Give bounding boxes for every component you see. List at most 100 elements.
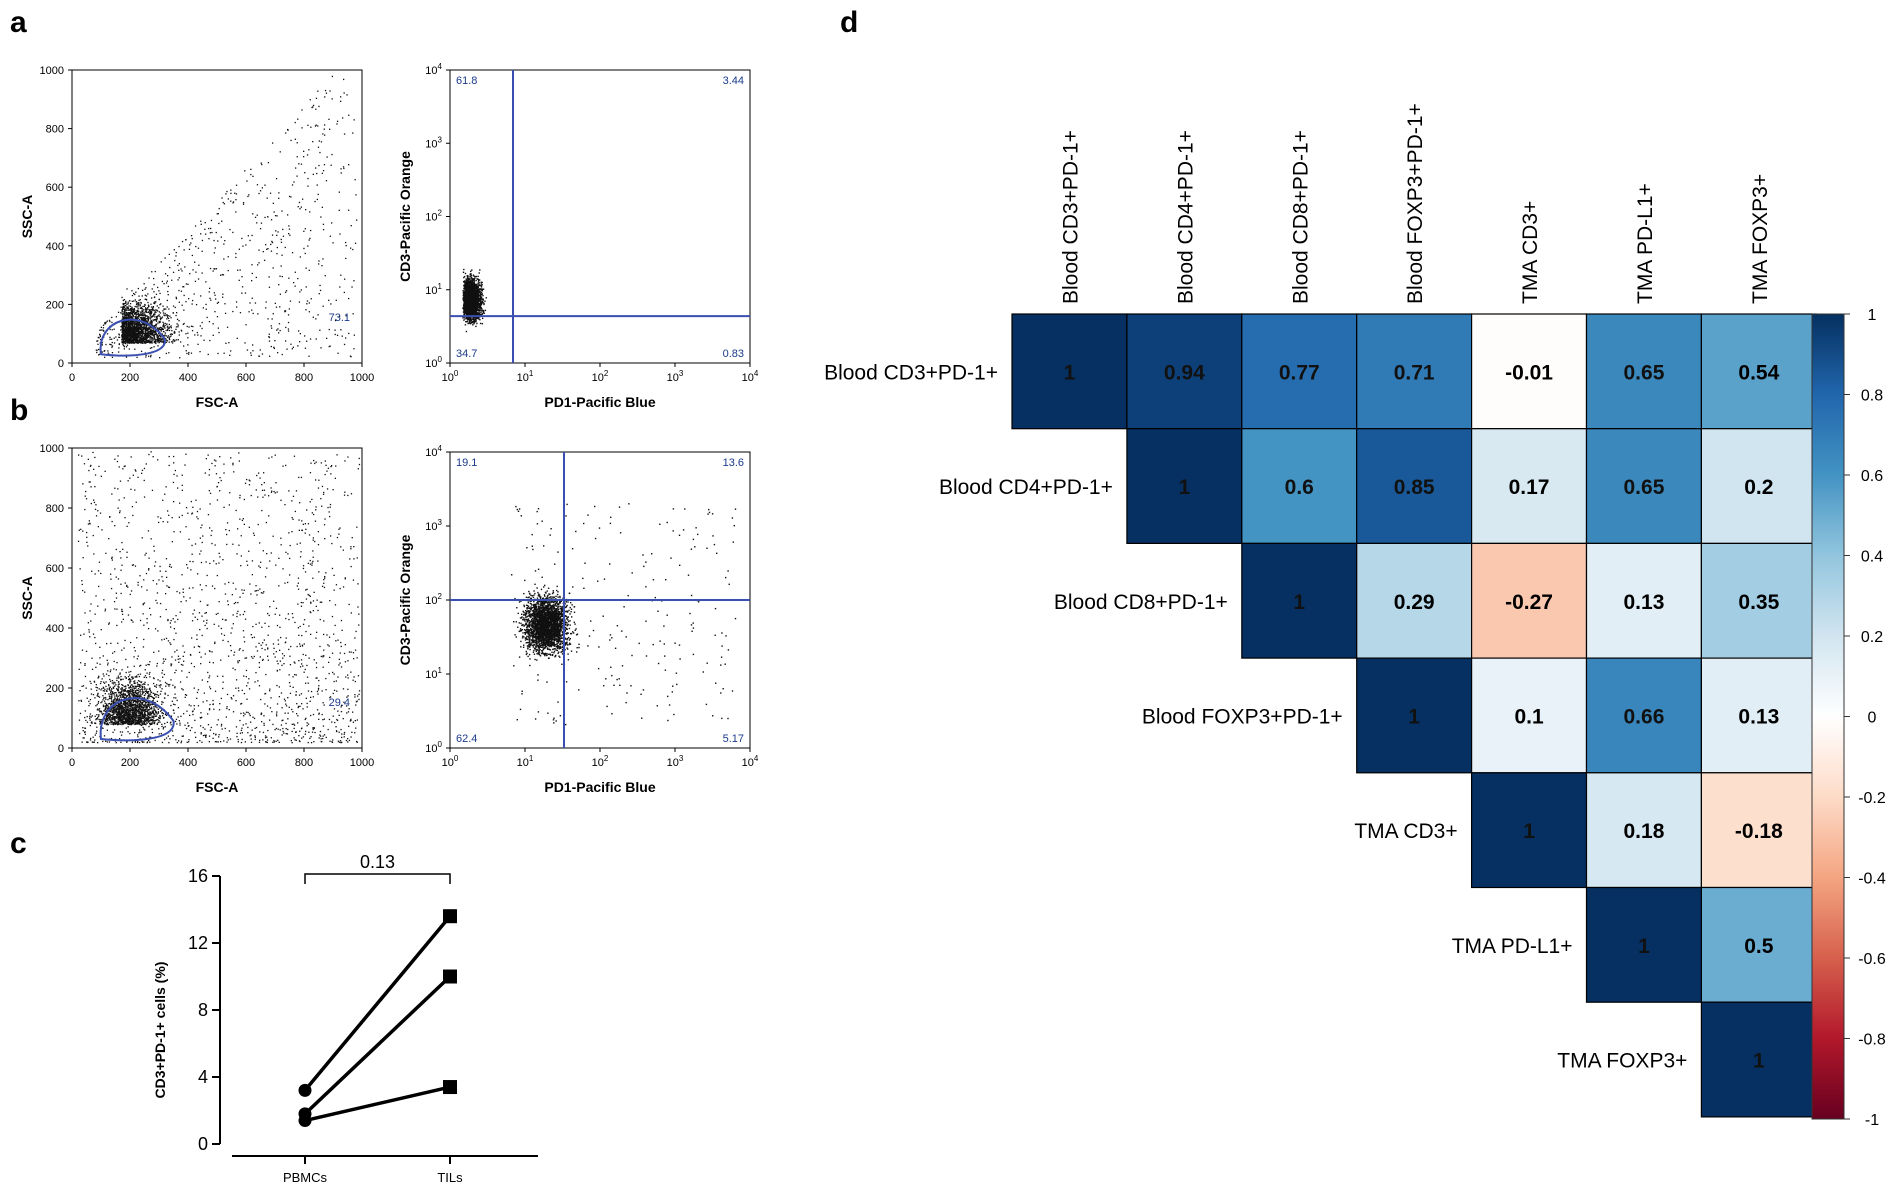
- event-dot: [254, 216, 257, 218]
- event-dot: [224, 303, 226, 305]
- event-dot: [155, 331, 157, 333]
- event-dot: [121, 713, 123, 715]
- event-dot: [152, 309, 154, 311]
- event-dot: [146, 324, 149, 326]
- event-dot: [168, 327, 170, 329]
- event-dot: [467, 318, 469, 320]
- event-dot: [178, 740, 180, 742]
- event-dot: [133, 310, 135, 312]
- event-dot: [155, 320, 158, 322]
- event-dot: [155, 323, 157, 325]
- event-dot: [131, 341, 133, 344]
- event-dot: [144, 319, 146, 321]
- event-dot: [474, 309, 476, 311]
- event-dot: [101, 351, 103, 353]
- event-dot: [150, 331, 153, 333]
- event-dot: [126, 339, 128, 341]
- event-dot: [124, 310, 126, 312]
- event-dot: [479, 294, 481, 296]
- event-dot: [156, 336, 158, 339]
- event-dot: [300, 289, 302, 291]
- event-dot: [478, 279, 481, 281]
- event-dot: [478, 272, 480, 274]
- event-dot: [135, 314, 137, 316]
- event-dot: [286, 348, 288, 350]
- event-dot: [188, 326, 190, 328]
- event-dot: [149, 330, 152, 332]
- event-dot: [276, 329, 278, 331]
- event-dot: [132, 337, 134, 339]
- event-dot: [149, 347, 152, 349]
- event-dot: [256, 650, 259, 652]
- event-dot: [111, 316, 113, 319]
- event-dot: [336, 123, 338, 125]
- event-dot: [318, 263, 320, 265]
- event-dot: [143, 309, 145, 311]
- event-dot: [145, 326, 147, 328]
- event-dot: [465, 300, 468, 302]
- event-dot: [160, 303, 162, 305]
- event-dot: [279, 293, 281, 295]
- event-dot: [135, 317, 137, 319]
- event-dot: [345, 241, 347, 244]
- event-dot: [178, 269, 180, 271]
- event-dot: [177, 339, 179, 341]
- event-dot: [351, 286, 353, 288]
- event-dot: [210, 219, 213, 222]
- event-dot: [466, 276, 469, 278]
- event-dot: [290, 196, 292, 198]
- event-dot: [235, 252, 237, 255]
- event-dot: [165, 335, 168, 337]
- event-dot: [104, 322, 106, 324]
- event-dot: [140, 338, 142, 340]
- event-dot: [465, 317, 468, 319]
- event-dot: [135, 301, 138, 303]
- event-dot: [134, 348, 136, 350]
- event-dot: [138, 295, 140, 297]
- event-dot: [166, 314, 168, 316]
- event-dot: [144, 317, 146, 319]
- quadrant-upper-right-pct: 3.44: [723, 75, 744, 87]
- event-dot: [324, 275, 326, 277]
- event-dot: [310, 229, 312, 232]
- event-dot: [471, 295, 473, 297]
- event-dot: [139, 299, 141, 301]
- event-dot: [158, 338, 160, 340]
- event-dot: [172, 339, 175, 341]
- event-dot: [470, 302, 472, 304]
- event-dot: [121, 335, 123, 338]
- event-dot: [132, 309, 134, 311]
- event-dot: [136, 318, 138, 320]
- event-dot: [136, 325, 138, 327]
- event-dot: [140, 313, 142, 315]
- event-dot: [136, 303, 138, 306]
- event-dot: [153, 302, 155, 304]
- event-dot: [290, 343, 292, 345]
- event-dot: [122, 330, 124, 332]
- event-dot: [468, 292, 470, 295]
- event-dot: [305, 309, 307, 311]
- event-dot: [127, 301, 129, 303]
- event-dot: [465, 298, 468, 300]
- event-dot: [180, 268, 182, 270]
- event-dot: [476, 295, 478, 297]
- event-dot: [141, 323, 144, 325]
- event-dot: [135, 312, 137, 315]
- event-dot: [139, 337, 141, 339]
- event-dot: [139, 334, 141, 336]
- event-dot: [336, 120, 339, 122]
- event-dot: [482, 298, 484, 300]
- event-dot: [130, 334, 132, 337]
- event-dot: [131, 322, 134, 324]
- event-dot: [463, 308, 465, 310]
- event-dot: [288, 195, 291, 198]
- event-dot: [475, 310, 478, 312]
- event-dot: [167, 317, 170, 320]
- event-dot: [126, 341, 128, 343]
- event-dot: [244, 342, 246, 344]
- event-dot: [212, 323, 214, 325]
- event-dot: [167, 325, 169, 328]
- event-dot: [271, 327, 273, 329]
- event-dot: [130, 332, 132, 334]
- event-dot: [162, 324, 165, 326]
